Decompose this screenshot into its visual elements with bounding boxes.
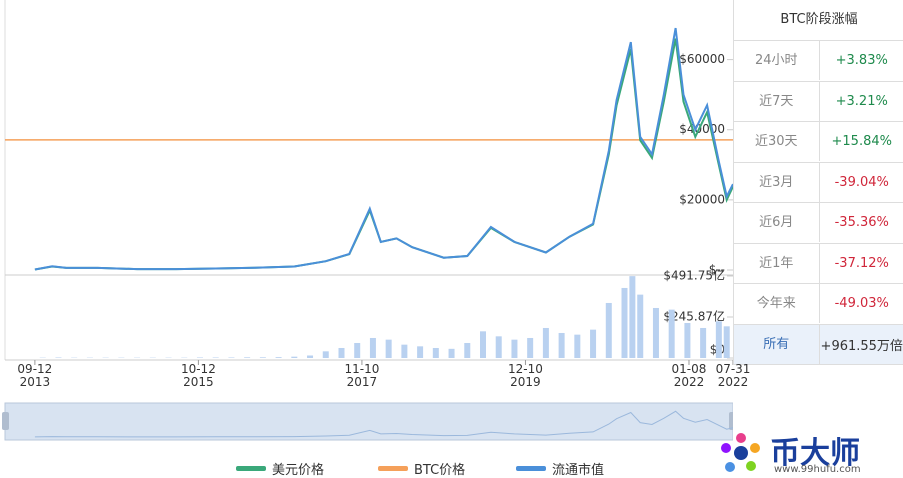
volume-bar: [228, 357, 235, 358]
stat-row: 所有 +961.55万倍: [734, 324, 903, 365]
legend-label: BTC价格: [414, 463, 466, 478]
stat-row: 近6月 -35.36%: [734, 203, 903, 244]
legend-swatch: [236, 466, 266, 471]
volume-bar: [621, 287, 628, 358]
stats-panel: BTC阶段涨幅 24小时 +3.83% 近7天 +3.21% 近30天 +15.84% 近3…: [733, 0, 903, 365]
volume-bar: [558, 332, 565, 358]
logo-icon: [721, 433, 760, 472]
stat-change: +3.21%: [835, 93, 888, 109]
navigator[interactable]: [4, 402, 733, 441]
volume-bar: [354, 342, 361, 358]
volume-bar: [652, 307, 659, 358]
legend-label: 美元价格: [272, 463, 325, 478]
stat-change: -37.12%: [834, 255, 889, 271]
volume-bar: [291, 356, 298, 358]
nav-handle[interactable]: [2, 412, 9, 430]
y-tick-label: $20000: [679, 192, 725, 206]
x-tick-label: 09-12 2013: [17, 362, 53, 389]
volume-bar: [464, 342, 471, 358]
volume-bar: [479, 331, 486, 358]
x-tick-label: 10-12 2015: [180, 362, 216, 389]
volume-bar: [401, 344, 408, 358]
legend-swatch: [378, 466, 408, 471]
stat-change: +15.84%: [831, 134, 892, 150]
volume-bar: [322, 351, 329, 358]
stat-change: -39.04%: [834, 174, 889, 190]
volume-bar: [212, 357, 219, 358]
stat-row: 近1年 -37.12%: [734, 243, 903, 284]
stat-period: 近3月: [734, 162, 820, 202]
volume-bar: [369, 337, 376, 358]
volume-bar: [495, 336, 502, 358]
y-tick-label: $--: [709, 263, 725, 277]
panel-title: BTC阶段涨幅: [734, 0, 903, 41]
chart: $--$20000$40000$60000$0$245.87亿$491.75亿: [2, 0, 733, 441]
volume-bar: [629, 276, 636, 358]
stat-change: +3.83%: [835, 53, 888, 69]
volume-bar: [385, 339, 392, 358]
x-tick-label: 12-10 2019: [508, 362, 543, 389]
legend-item[interactable]: BTC价格: [378, 459, 465, 478]
stat-period: 近1年: [734, 243, 820, 283]
x-tick-label: 01-08 2022: [671, 362, 707, 389]
nav-handle[interactable]: [729, 412, 733, 430]
volume-bar: [542, 327, 549, 358]
logo: 币大师 www.99hufu.com: [718, 428, 898, 478]
volume-bar: [448, 348, 455, 358]
legend-item[interactable]: 流通市值: [516, 459, 604, 478]
stat-period: 今年来: [734, 284, 820, 324]
volume-bar: [244, 357, 251, 358]
stat-row: 近30天 +15.84%: [734, 122, 903, 163]
price-line: [34, 27, 733, 271]
legend-item[interactable]: 美元价格: [236, 459, 324, 478]
stat-period: 24小时: [734, 41, 820, 81]
stat-row: 24小时 +3.83%: [734, 41, 903, 82]
y2-tick-label: $491.75亿: [663, 268, 725, 283]
volume-bar: [55, 357, 62, 358]
volume-bar: [590, 329, 597, 358]
y-tick-label: $60000: [679, 52, 725, 66]
volume-bar: [432, 347, 439, 358]
stat-change: +961.55万倍: [820, 338, 903, 354]
volume-bar: [637, 294, 644, 358]
x-tick-label: 07-31 2022: [715, 362, 751, 389]
volume-bar: [723, 326, 730, 358]
volume-bar: [307, 355, 314, 358]
volume-bar: [417, 346, 424, 358]
stat-row: 近7天 +3.21%: [734, 81, 903, 122]
navigator-line: [34, 410, 733, 438]
volume-bar: [511, 339, 518, 358]
volume-bar: [259, 357, 266, 358]
stat-row: 近3月 -39.04%: [734, 162, 903, 203]
stat-row: 今年来 -49.03%: [734, 284, 903, 325]
stat-period: 所有: [734, 324, 820, 364]
price-line: [34, 38, 733, 271]
stat-period: 近30天: [734, 122, 820, 162]
stat-period: 近6月: [734, 203, 820, 243]
volume-bar: [338, 347, 345, 358]
legend-label: 流通市值: [552, 463, 605, 478]
volume-bar: [605, 302, 612, 358]
y2-tick-label: $245.87亿: [663, 309, 725, 324]
volume-bar: [527, 337, 534, 358]
volume-bar: [574, 334, 581, 358]
stat-change: -35.36%: [834, 215, 889, 231]
logo-name: 币大师: [770, 436, 860, 471]
legend-swatch: [516, 466, 546, 471]
x-tick-label: 11-10 2017: [344, 362, 380, 389]
stat-period: 近7天: [734, 81, 820, 121]
volume-bar: [684, 322, 691, 358]
volume-bar: [700, 327, 707, 358]
volume-bar: [715, 321, 722, 358]
logo-url: www.99hufu.com: [774, 464, 861, 475]
stat-change: -49.03%: [834, 296, 889, 312]
volume-bar: [275, 357, 282, 358]
volume-bar: [196, 357, 203, 358]
volume-bar: [668, 309, 675, 358]
